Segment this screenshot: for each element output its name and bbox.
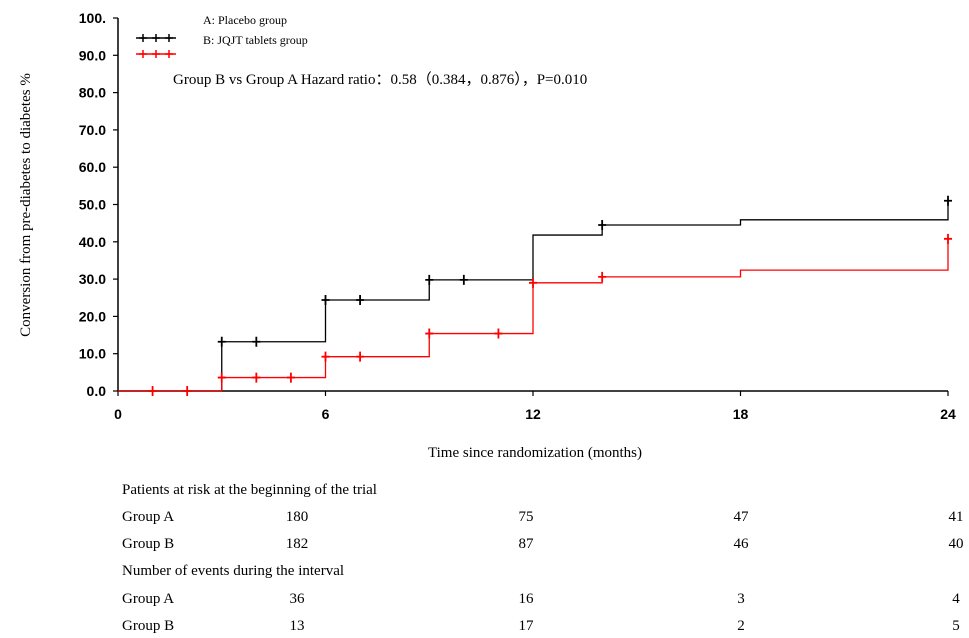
censor-mark (459, 274, 468, 285)
at-risk-row-label: Group B (122, 536, 175, 552)
at-risk-a-cell: 75 (518, 509, 534, 525)
legend-label-jqjt: B: JQJT tablets group (203, 33, 308, 47)
km-chart: 100.90.080.070.060.050.040.030.020.010.0… (18, 10, 956, 461)
at-risk-b-cell: 87 (518, 536, 534, 552)
y-tick-label: 100. (79, 10, 106, 26)
legend-censor-mark (165, 34, 173, 42)
events-b-cell: 13 (289, 618, 305, 634)
censor-mark (494, 328, 503, 339)
y-tick-label: 20.0 (79, 308, 106, 324)
censor-mark (217, 336, 226, 347)
censor-mark (252, 372, 261, 383)
x-tick-label: 18 (733, 406, 749, 422)
legend-censor-mark (139, 50, 147, 58)
series-layer (118, 195, 952, 396)
risk-table: Patients at risk at the beginning of the… (0, 470, 969, 638)
legend-censor-mark (165, 50, 173, 58)
censor-mark (252, 336, 261, 347)
at-risk-a-cell: 180 (285, 509, 309, 525)
at-risk-b-cell: 46 (733, 536, 749, 552)
y-tick-label: 40.0 (79, 234, 106, 250)
y-tick-label: 10.0 (79, 346, 106, 362)
censor-mark (183, 386, 192, 396)
y-tick-label: 30.0 (79, 271, 106, 287)
x-tick-label: 0 (114, 406, 122, 422)
legend-label-placebo: A: Placebo group (203, 13, 287, 27)
at-risk-a-cell: 41 (948, 509, 964, 525)
events-b-cell: 17 (518, 618, 534, 634)
y-axis-label: Conversion from pre-diabetes to diabetes… (18, 73, 34, 337)
x-tick-label: 6 (322, 406, 330, 422)
axes-layer: 100.90.080.070.060.050.040.030.020.010.0… (79, 10, 956, 422)
x-tick-label: 24 (940, 406, 956, 422)
legend-censor-mark (152, 34, 160, 42)
y-tick-label: 50.0 (79, 197, 106, 213)
censor-mark (217, 372, 226, 383)
events-title: Number of events during the interval (122, 563, 345, 579)
events-b-cell: 5 (952, 618, 960, 634)
events-row-label: Group A (122, 591, 175, 607)
y-tick-label: 60.0 (79, 159, 106, 175)
censor-mark (356, 351, 365, 362)
censor-mark (148, 386, 157, 396)
events-a-cell: 4 (952, 591, 960, 607)
at-risk-a-cell: 47 (733, 509, 749, 525)
hazard-ratio-annotation: Group B vs Group A Hazard ratio：0.58（0.3… (173, 71, 587, 88)
censor-mark (286, 372, 295, 383)
events-a-cell: 16 (518, 591, 534, 607)
legend: A: Placebo group B: JQJT tablets group (136, 13, 308, 58)
y-tick-label: 90.0 (79, 47, 106, 63)
censor-mark (321, 351, 330, 362)
x-axis-label: Time since randomization (months) (428, 445, 642, 461)
events-row-label: Group B (122, 618, 175, 634)
censor-mark (321, 294, 330, 305)
censor-mark (425, 328, 434, 339)
at-risk-row-label: Group A (122, 509, 175, 525)
events-a-cell: 36 (289, 591, 305, 607)
events-a-cell: 3 (737, 591, 745, 607)
at-risk-b-cell: 182 (285, 536, 309, 552)
y-tick-label: 70.0 (79, 122, 106, 138)
legend-censor-mark (152, 50, 160, 58)
y-tick-label: 0.0 (87, 383, 107, 399)
censor-mark (529, 277, 537, 288)
censor-mark (598, 220, 607, 231)
y-tick-label: 80.0 (79, 85, 106, 101)
legend-censor-mark (139, 34, 147, 42)
censor-mark (356, 294, 365, 305)
x-tick-label: 12 (525, 406, 541, 422)
censor-mark (598, 271, 607, 282)
at-risk-b-cell: 40 (948, 536, 964, 552)
at-risk-title: Patients at risk at the beginning of the… (122, 482, 377, 498)
censor-mark (944, 233, 952, 244)
events-b-cell: 2 (737, 618, 745, 634)
censor-mark (425, 274, 434, 285)
censor-mark (944, 195, 952, 206)
